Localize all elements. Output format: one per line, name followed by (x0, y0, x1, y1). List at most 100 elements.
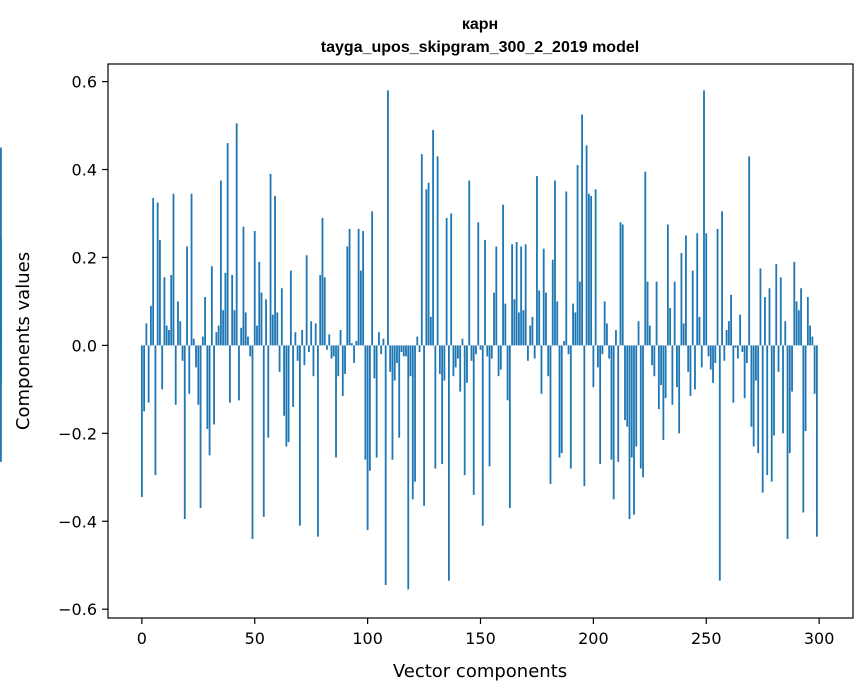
bar (156, 202, 159, 346)
bar (411, 345, 414, 500)
bar (170, 275, 173, 346)
bar (434, 345, 437, 469)
bar (344, 345, 346, 374)
bar (154, 345, 157, 476)
bar (447, 345, 450, 581)
bar (563, 341, 565, 346)
bar (210, 266, 213, 346)
bar (172, 193, 175, 346)
bar (436, 156, 439, 346)
bar (179, 321, 182, 346)
bar (811, 336, 814, 346)
bar (617, 345, 620, 462)
bar (168, 330, 170, 346)
y-tick-label: −0.2 (58, 424, 97, 443)
bar (240, 327, 243, 346)
bar (725, 330, 728, 346)
bar (420, 154, 423, 346)
bar (217, 325, 220, 346)
bar (208, 345, 211, 456)
bar (594, 189, 597, 346)
bar (736, 345, 739, 359)
bar (409, 345, 412, 377)
bar (515, 242, 518, 346)
bar (761, 345, 764, 493)
bar (262, 345, 265, 517)
bar (159, 239, 161, 346)
bar (730, 294, 732, 346)
bar (145, 323, 148, 346)
bar (353, 345, 355, 363)
bar (759, 268, 762, 346)
bar (289, 270, 292, 346)
bar (809, 325, 812, 346)
bar (784, 321, 787, 346)
x-tick-label: 50 (245, 629, 265, 648)
bar (513, 299, 516, 346)
bar (296, 345, 299, 361)
bar (389, 345, 392, 372)
bar (678, 345, 681, 434)
bar (642, 345, 644, 478)
bar (596, 345, 599, 368)
bar (696, 233, 699, 346)
bar (267, 345, 270, 438)
bar (734, 345, 737, 348)
bar (398, 345, 401, 438)
bar (490, 345, 493, 359)
x-axis-ticks: 0 50 100 150 200 250 300 (137, 618, 834, 648)
bar (601, 345, 604, 355)
y-axis-ticks: −0.6 −0.4 −0.2 0.0 0.2 0.4 0.6 (58, 73, 108, 619)
bar (578, 281, 581, 346)
bar (660, 345, 663, 385)
bar (400, 345, 403, 352)
bar (481, 345, 484, 526)
bar (802, 345, 805, 513)
bar (770, 345, 773, 482)
bar (427, 182, 430, 346)
bar (757, 345, 760, 454)
bar (560, 345, 563, 454)
bar (346, 246, 349, 346)
bar (294, 332, 297, 346)
bar (502, 204, 504, 346)
bar (190, 193, 193, 346)
bar (468, 180, 471, 346)
bar (653, 345, 656, 377)
bar (648, 325, 651, 346)
bar (800, 288, 802, 346)
bar (716, 228, 719, 346)
bar (312, 345, 315, 377)
bar (705, 233, 708, 346)
bar (278, 345, 281, 372)
bar (718, 345, 721, 581)
bar (655, 281, 658, 346)
bar (556, 301, 559, 346)
bar (815, 345, 818, 537)
bar (244, 312, 247, 346)
bar (786, 345, 789, 539)
bar (522, 310, 525, 346)
bar (341, 345, 344, 396)
bar (317, 345, 319, 537)
bar (380, 345, 383, 355)
bar (493, 292, 495, 346)
bar (335, 345, 337, 458)
x-tick-label: 100 (352, 629, 383, 648)
bar (567, 345, 570, 355)
bar (488, 345, 491, 467)
bar (416, 336, 419, 346)
bar (576, 165, 579, 346)
bar (195, 345, 197, 368)
bar (143, 345, 146, 412)
bar (303, 345, 306, 366)
bar (213, 345, 216, 425)
bar (703, 90, 705, 346)
bar (337, 345, 340, 377)
x-axis-label: Vector components (393, 661, 567, 682)
bar (197, 345, 200, 405)
bar (438, 345, 441, 374)
bar (298, 345, 301, 526)
bar (793, 261, 796, 346)
